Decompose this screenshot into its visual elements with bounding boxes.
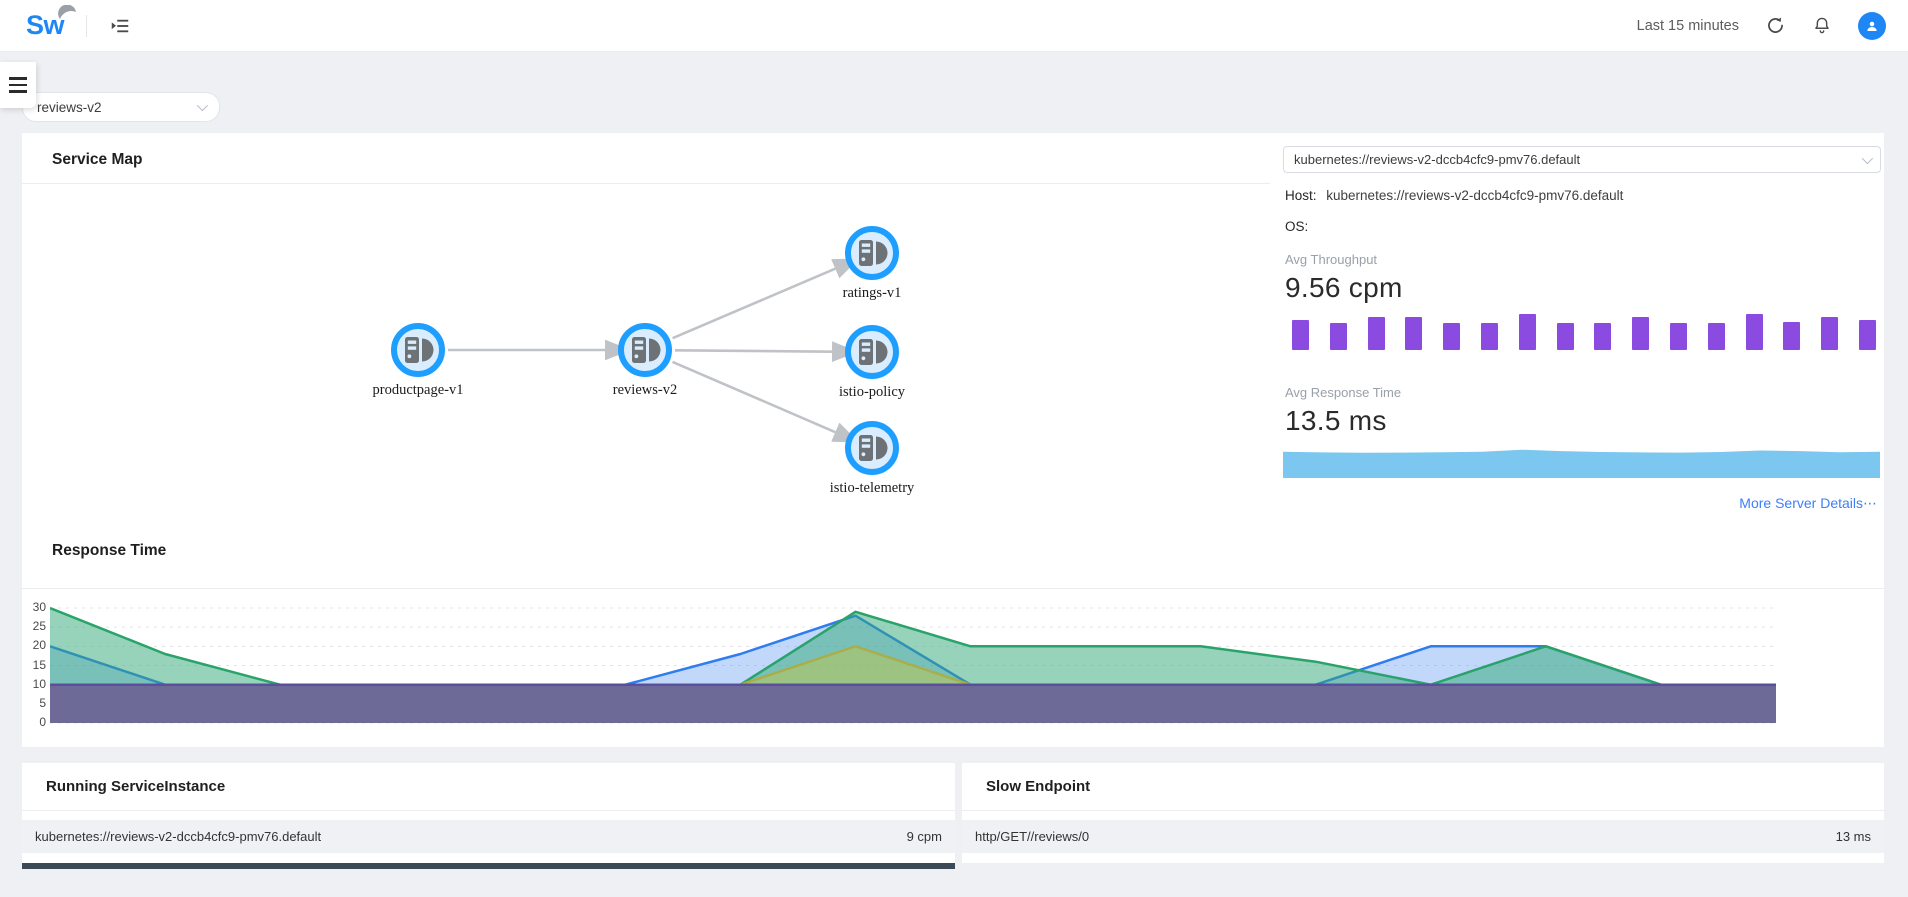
service-selector-value: reviews-v2 [37,99,102,115]
divider [22,588,1884,589]
menu-unfold-icon[interactable] [109,15,131,37]
time-range-selector[interactable]: Last 15 minutes [1636,17,1739,34]
throughput-bar [1783,321,1801,350]
service-instance-row[interactable]: kubernetes://reviews-v2-dccb4cfc9-pmv76.… [22,820,955,853]
y-axis-tick-label: 30 [32,600,46,614]
top-navigation-bar: Sw Last 15 minutes [0,0,1908,52]
divider [962,810,1884,811]
topology-node-reviews-v2[interactable]: reviews-v2 [613,323,677,398]
throughput-bar [1821,317,1839,350]
throughput-bar [1556,323,1574,350]
topology-node-istio-telemetry[interactable]: istio-telemetry [830,421,915,496]
throughput-bar [1480,323,1498,350]
y-axis-tick-label: 10 [32,676,46,691]
panel-title-response-time: Response Time [52,542,167,559]
logo-text: Sw [26,10,65,40]
topology-node-label: istio-policy [839,384,906,400]
host-row: Host: kubernetes://reviews-v2-dccb4cfc9-… [1285,188,1623,203]
panel-title-running-instance: Running ServiceInstance [46,778,226,795]
skywalking-logo[interactable]: Sw [26,5,77,41]
topology-node-label: productpage-v1 [373,382,464,398]
area-series-purple [50,684,1776,723]
chevron-down-icon [1861,152,1874,164]
instance-selector[interactable]: kubernetes://reviews-v2-dccb4cfc9-pmv76.… [1283,146,1881,173]
os-row: OS: [1285,219,1314,234]
avg-throughput-value: 9.56 cpm [1285,272,1403,303]
topology-node-label: reviews-v2 [613,382,677,398]
host-value: kubernetes://reviews-v2-dccb4cfc9-pmv76.… [1326,188,1624,203]
y-axis-tick-label: 5 [39,695,46,710]
throughput-bar [1858,320,1876,350]
more-server-details-link[interactable]: More Server Details⋯ [1739,495,1877,511]
user-avatar[interactable] [1858,11,1886,40]
response-time-sparkline [1283,449,1880,478]
topology-edge [674,341,859,363]
response-time-panel: Response Time 0 5 10 15 20 25 30 [22,525,1884,747]
throughput-bar [1443,323,1461,350]
y-axis-tick-label: 0 [39,715,46,729]
logo-swoosh-icon [58,5,78,22]
running-serviceinstance-panel: Running ServiceInstance kubernetes://rev… [22,763,955,863]
divider [22,183,1270,184]
throughput-bar [1367,317,1385,350]
divider [22,810,955,811]
throughput-bar [1518,314,1536,350]
topology-node-istio-policy[interactable]: istio-policy [839,325,906,400]
endpoint-row[interactable]: http/GET//reviews/0 13 ms [962,820,1884,853]
topology-node-ratings-v1[interactable]: ratings-v1 [843,226,902,301]
avg-throughput-label: Avg Throughput [1285,252,1378,267]
service-map-panel: Service Map productpage-v1 reviews-v2 rati… [22,133,1884,525]
service-topology-graph[interactable]: productpage-v1 reviews-v2 ratings-v1 istio-… [100,180,1000,510]
os-label: OS: [1285,219,1309,234]
throughput-bar [1292,320,1309,350]
throughput-bar [1707,323,1725,350]
throughput-bar [1669,323,1687,350]
slow-endpoint-panel: Slow Endpoint http/GET//reviews/0 13 ms [962,763,1884,863]
divider [86,14,88,37]
refresh-button[interactable] [1765,15,1786,36]
y-axis-tick-label: 15 [32,657,46,672]
horizontal-scrollbar[interactable] [22,863,955,869]
instance-selector-value: kubernetes://reviews-v2-dccb4cfc9-pmv76.… [1294,152,1581,167]
throughput-bar-chart [1292,314,1876,350]
host-label: Host: [1285,188,1317,203]
y-axis-tick-label: 20 [32,638,46,653]
sidebar-toggle-button[interactable] [0,62,36,108]
throughput-bar [1745,314,1763,350]
y-axis-tick-label: 25 [32,619,46,634]
service-selector[interactable]: reviews-v2 [22,92,220,122]
panel-title-service-map: Service Map [52,151,143,168]
throughput-bar [1329,323,1347,350]
throughput-bar [1594,323,1612,350]
chevron-down-icon [196,99,209,112]
panel-title-slow-endpoint: Slow Endpoint [986,778,1091,795]
throughput-bar [1632,317,1650,350]
avg-response-value: 13.5 ms [1285,405,1387,436]
instance-cpm: 9 cpm [906,829,942,844]
throughput-bar [1405,317,1423,350]
topology-node-label: istio-telemetry [830,480,915,496]
instance-name: kubernetes://reviews-v2-dccb4cfc9-pmv76.… [35,829,322,844]
topology-edge [672,258,860,340]
topology-edge [672,360,860,443]
avg-response-label: Avg Response Time [1285,385,1402,400]
endpoint-latency: 13 ms [1835,829,1871,844]
topology-node-label: ratings-v1 [843,285,902,301]
response-time-area-chart [50,606,1776,724]
notifications-bell-icon[interactable] [1812,15,1832,36]
topology-node-productpage-v1[interactable]: productpage-v1 [373,323,464,398]
endpoint-name: http/GET//reviews/0 [975,829,1090,844]
